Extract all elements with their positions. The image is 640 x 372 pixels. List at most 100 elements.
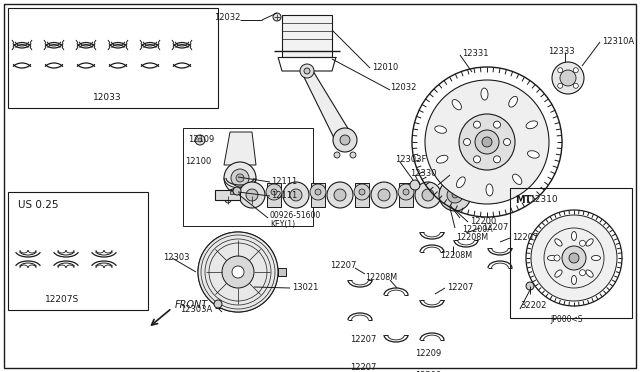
Circle shape [195,135,205,145]
Text: 00926-51600: 00926-51600 [270,211,321,219]
Bar [278,268,286,276]
Text: 12303F: 12303F [395,155,426,164]
Circle shape [233,187,241,195]
Circle shape [334,189,346,201]
Circle shape [562,246,586,270]
Circle shape [410,180,420,190]
Text: 12033: 12033 [93,93,122,102]
Text: 12207: 12207 [447,283,474,292]
Text: 12310A: 12310A [602,36,634,45]
Bar [355,183,369,207]
Ellipse shape [513,174,522,185]
Circle shape [531,215,617,301]
Circle shape [271,189,277,195]
Text: 32202: 32202 [520,301,547,311]
Text: 12032: 12032 [390,83,417,93]
Circle shape [415,182,441,208]
Circle shape [560,70,576,86]
Circle shape [579,270,586,276]
Ellipse shape [527,151,540,158]
Text: 12109: 12109 [188,135,214,144]
Circle shape [249,197,255,203]
Circle shape [315,189,321,195]
Text: 12310: 12310 [530,196,559,205]
Bar [8,192,148,310]
Circle shape [359,189,365,195]
Circle shape [422,189,434,201]
Ellipse shape [555,270,562,277]
Text: US 0.25: US 0.25 [18,200,58,210]
Circle shape [300,64,314,78]
Circle shape [569,253,579,263]
Circle shape [283,182,309,208]
Text: 12200A: 12200A [462,225,493,234]
Ellipse shape [481,88,488,100]
Circle shape [214,300,222,308]
Text: 12331: 12331 [462,48,488,58]
Text: 12303: 12303 [163,253,189,263]
Text: 12207: 12207 [350,336,376,344]
Bar [215,190,240,200]
Bar [267,183,281,207]
Ellipse shape [526,121,538,129]
Circle shape [579,240,586,246]
Text: 12209: 12209 [415,349,441,357]
Circle shape [304,68,310,74]
Circle shape [222,256,254,288]
Circle shape [482,137,492,147]
Ellipse shape [555,239,562,246]
Circle shape [452,192,458,198]
Circle shape [232,266,244,278]
Text: 12208M: 12208M [456,234,488,243]
Circle shape [526,282,534,290]
Circle shape [334,152,340,158]
Text: 12207: 12207 [512,232,538,241]
Bar [8,8,218,108]
Ellipse shape [572,276,577,285]
Text: 12207S: 12207S [45,295,79,305]
Bar [510,188,632,318]
Polygon shape [301,71,355,140]
Text: 13021: 13021 [292,283,318,292]
Circle shape [371,182,397,208]
Circle shape [439,179,471,211]
Ellipse shape [586,239,593,246]
Circle shape [474,156,481,163]
Text: 12330: 12330 [410,169,436,177]
Bar [230,191,236,194]
Circle shape [557,68,563,73]
Circle shape [552,62,584,94]
Ellipse shape [572,231,577,241]
Text: 12207: 12207 [330,262,356,270]
Text: 12207: 12207 [482,224,508,232]
Ellipse shape [456,177,465,187]
Text: FRONT: FRONT [175,300,208,310]
Ellipse shape [509,96,518,107]
Circle shape [474,121,481,128]
Text: 12303A: 12303A [180,305,212,314]
Text: 12208M: 12208M [365,273,397,282]
Circle shape [475,130,499,154]
Circle shape [236,174,244,182]
Text: 12111: 12111 [271,190,297,199]
Text: 12100: 12100 [185,157,211,167]
Circle shape [327,182,353,208]
Text: 12111: 12111 [271,176,297,186]
Text: 12208M: 12208M [440,250,472,260]
Text: 12200: 12200 [470,218,496,227]
Text: 12333: 12333 [548,48,575,57]
Text: 12209: 12209 [415,371,441,372]
Circle shape [557,83,563,88]
Circle shape [290,189,302,201]
Circle shape [398,184,414,200]
Bar [282,15,332,57]
Circle shape [459,114,515,170]
Ellipse shape [435,126,447,133]
Circle shape [493,156,500,163]
Circle shape [504,138,511,145]
Circle shape [378,189,390,201]
Circle shape [425,80,549,204]
Circle shape [198,232,278,312]
Circle shape [354,184,370,200]
Circle shape [246,189,258,201]
